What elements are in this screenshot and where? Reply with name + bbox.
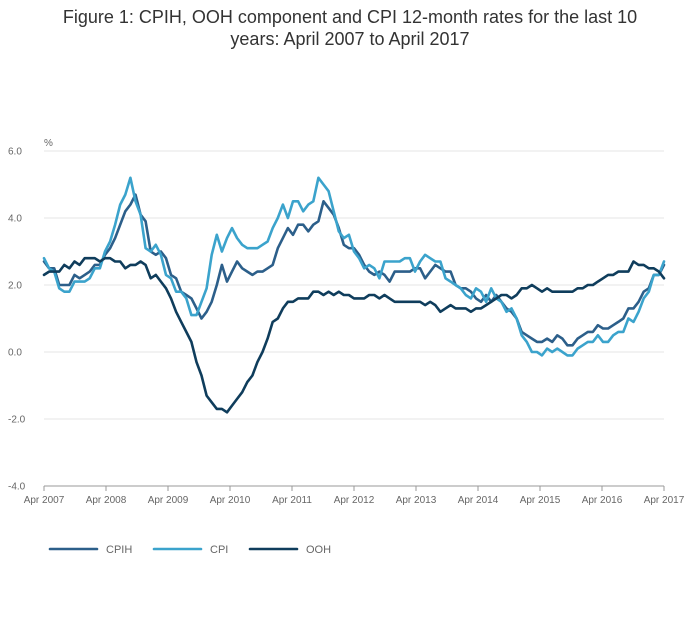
x-axis: Apr 2007 Apr 2008 Apr 2009 Apr 2010 Apr 2011… — [24, 485, 685, 506]
legend-label-ooh: OOH — [306, 544, 331, 556]
chart-title: Figure 1: CPIH, OOH component and CPI 12… — [0, 6, 700, 50]
x-tick-label: Apr 2013 — [396, 495, 437, 506]
y-axis-ticks: -4.0 -2.0 0.0 2.0 4.0 6.0 — [8, 147, 26, 493]
y-axis-unit-label: % — [44, 138, 53, 149]
chart-title-line-2: years: April 2007 to April 2017 — [230, 29, 470, 49]
legend-label-cpi: CPI — [210, 544, 228, 556]
y-tick-label: -2.0 — [8, 415, 26, 426]
x-tick-label: Apr 2012 — [334, 495, 375, 506]
x-tick-label: Apr 2017 — [644, 495, 685, 506]
x-tick-label: Apr 2010 — [210, 495, 251, 506]
y-tick-label: 6.0 — [8, 147, 22, 158]
x-tick-label: Apr 2008 — [86, 495, 127, 506]
y-tick-label: 2.0 — [8, 281, 22, 292]
x-tick-label: Apr 2016 — [582, 495, 623, 506]
series-lines — [42, 176, 666, 414]
x-tick-label: Apr 2007 — [24, 495, 65, 506]
y-tick-label: 0.0 — [8, 348, 22, 359]
x-tick-label: Apr 2011 — [272, 495, 312, 506]
series-line-cpi — [42, 176, 666, 357]
x-tick-label: Apr 2015 — [520, 495, 561, 506]
series-line-cpih — [42, 193, 666, 347]
chart-title-line-1: Figure 1: CPIH, OOH component and CPI 12… — [62, 7, 638, 27]
x-tick-label: Apr 2014 — [458, 495, 499, 506]
x-tick-label: Apr 2009 — [148, 495, 189, 506]
legend: CPIH CPI OOH — [48, 544, 331, 556]
legend-label-cpih: CPIH — [106, 544, 132, 556]
y-tick-label: 4.0 — [8, 214, 22, 225]
y-tick-label: -4.0 — [8, 482, 26, 493]
series-line-ooh — [42, 256, 666, 414]
